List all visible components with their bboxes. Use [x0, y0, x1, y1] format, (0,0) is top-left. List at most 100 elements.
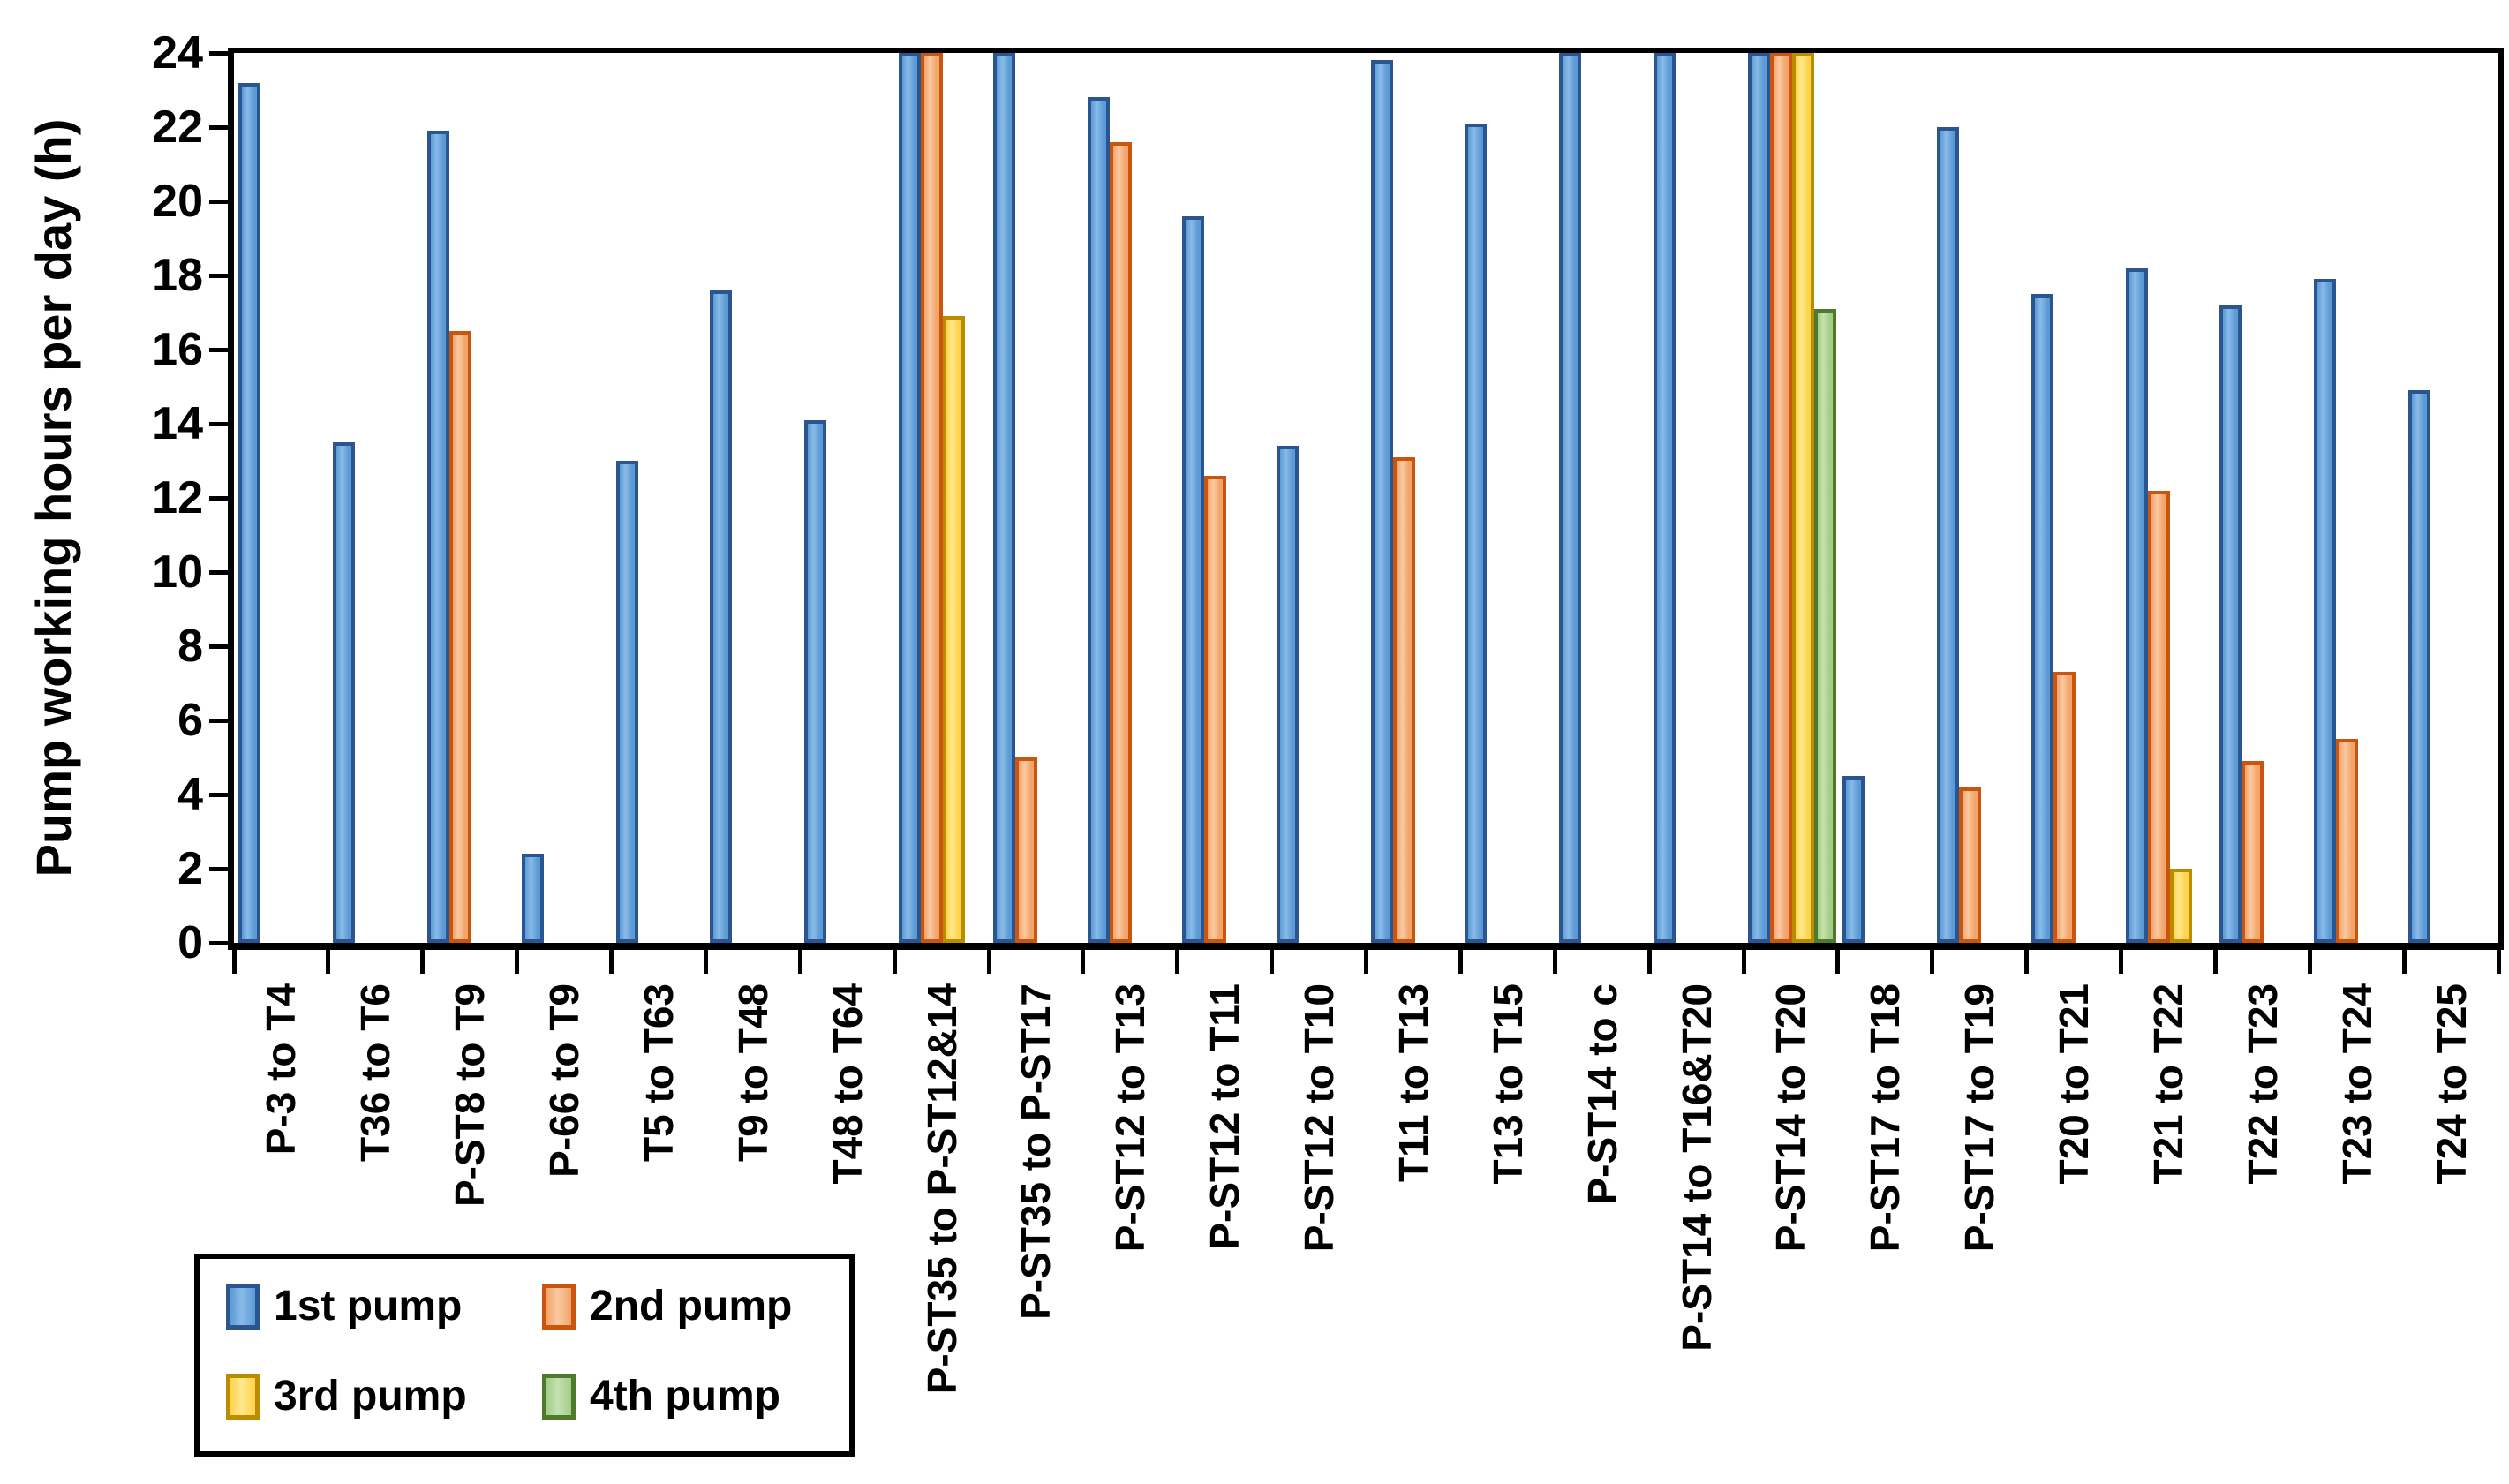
x-axis-tick [892, 950, 897, 974]
y-tick-label: 24 [152, 27, 203, 79]
x-axis-tick [1646, 950, 1652, 974]
x-axis-tick [231, 950, 237, 974]
y-axis-tick [209, 421, 228, 426]
bar-1st-pump [1842, 776, 1865, 943]
category-label: T48 to T64 [824, 983, 870, 1185]
category-label: T36 to T6 [352, 983, 399, 1162]
y-tick-label: 14 [152, 398, 203, 449]
category-label: P-ST35 to P-ST12&14 [918, 983, 965, 1395]
x-axis-tick [2307, 950, 2312, 974]
bar-1st-pump [804, 419, 827, 943]
legend-swatch-4th-pump [542, 1374, 576, 1420]
bar-2nd-pump [921, 53, 944, 943]
bar-2nd-pump [1770, 53, 1792, 943]
bar-1st-pump [1936, 127, 1959, 943]
bar-1st-pump [332, 442, 355, 943]
bar-1st-pump [710, 290, 733, 943]
category-label: T20 to T21 [2051, 983, 2098, 1185]
bar-1st-pump [426, 131, 449, 943]
y-axis-tick [209, 495, 228, 501]
category-label: P-3 to T4 [258, 983, 305, 1156]
bar-1st-pump [1465, 123, 1488, 943]
x-axis-tick [1930, 950, 1935, 974]
category-label: P-ST17 to T19 [1956, 983, 2003, 1253]
bar-1st-pump [238, 82, 260, 943]
legend-label: 4th pump [590, 1373, 780, 1420]
category-label: P-ST12 to T11 [1202, 983, 1248, 1250]
bar-1st-pump [521, 854, 544, 943]
bar-4th-pump [1814, 308, 1836, 943]
x-axis-tick [1458, 950, 1463, 974]
y-tick-label: 12 [152, 472, 203, 524]
x-axis-tick [1835, 950, 1841, 974]
y-axis-tick [209, 940, 228, 945]
x-axis-tick [797, 950, 802, 974]
bar-1st-pump [1276, 446, 1299, 943]
legend-item: 3rd pump [226, 1372, 467, 1421]
bar-2nd-pump [2242, 761, 2264, 943]
bar-1st-pump [2219, 305, 2242, 943]
bar-1st-pump [899, 53, 922, 943]
y-tick-label: 18 [152, 250, 203, 301]
y-axis-tick [209, 347, 228, 352]
x-axis-tick [1741, 950, 1746, 974]
bar-1st-pump [2031, 294, 2053, 943]
category-label: P-ST35 to P-ST17 [1013, 983, 1059, 1320]
y-axis-tick [209, 124, 228, 130]
x-axis-tick [2119, 950, 2123, 974]
bar-1st-pump [2125, 267, 2148, 943]
x-axis-tick [2024, 950, 2030, 974]
bar-1st-pump [1181, 215, 1204, 943]
y-axis-tick [209, 792, 228, 797]
legend-swatch-2nd-pump [542, 1284, 576, 1330]
x-axis-tick [2496, 950, 2501, 974]
x-axis-tick [986, 950, 991, 974]
x-axis-tick [609, 950, 614, 974]
bar-2nd-pump [2053, 672, 2076, 943]
y-tick-label: 10 [152, 546, 203, 598]
y-tick-label: 8 [177, 621, 203, 672]
bar-2nd-pump [1392, 456, 1415, 943]
legend-label: 2nd pump [590, 1283, 793, 1330]
y-tick-label: 16 [152, 324, 203, 375]
category-label: T11 to T13 [1390, 983, 1436, 1182]
y-tick-label: 2 [177, 843, 203, 894]
bar-3rd-pump [1792, 53, 1814, 943]
x-axis-tick [515, 950, 520, 974]
y-axis-tick [209, 569, 228, 575]
y-axis-tick [209, 866, 228, 871]
category-label: P-ST17 to T18 [1862, 983, 1909, 1253]
y-axis-tick [209, 718, 228, 723]
bar-1st-pump [993, 53, 1015, 943]
bar-2nd-pump [448, 331, 471, 943]
bar-1st-pump [1748, 53, 1770, 943]
bar-3rd-pump [2169, 869, 2192, 943]
x-axis-tick [1175, 950, 1180, 974]
legend-swatch-1st-pump [226, 1284, 260, 1330]
legend-item: 2nd pump [542, 1282, 792, 1331]
category-label: T21 to T22 [2144, 983, 2191, 1185]
y-axis-tick [209, 273, 228, 278]
bar-2nd-pump [2336, 739, 2359, 943]
bar-3rd-pump [943, 316, 966, 943]
bar-2nd-pump [1109, 141, 1132, 943]
category-label: P-ST12 to T13 [1107, 983, 1154, 1253]
bar-1st-pump [1370, 60, 1393, 943]
x-axis-tick [2401, 950, 2407, 974]
y-tick-label: 22 [152, 102, 203, 153]
category-label: P-ST12 to T10 [1296, 983, 1343, 1253]
x-axis-tick [1364, 950, 1368, 974]
x-axis-tick [1552, 950, 1557, 974]
category-label: T5 to T63 [635, 983, 682, 1162]
y-axis-tick [209, 644, 228, 649]
legend-item: 4th pump [542, 1372, 780, 1421]
legend-label: 3rd pump [274, 1373, 467, 1420]
category-label: T13 to T15 [1484, 983, 1531, 1185]
y-axis-tick [209, 199, 228, 204]
bar-1st-pump [1654, 53, 1676, 943]
bar-1st-pump [1559, 53, 1582, 943]
y-tick-label: 0 [177, 917, 203, 968]
legend-item: 1st pump [226, 1282, 462, 1331]
plot-area [228, 48, 2504, 950]
legend-label: 1st pump [274, 1283, 463, 1330]
